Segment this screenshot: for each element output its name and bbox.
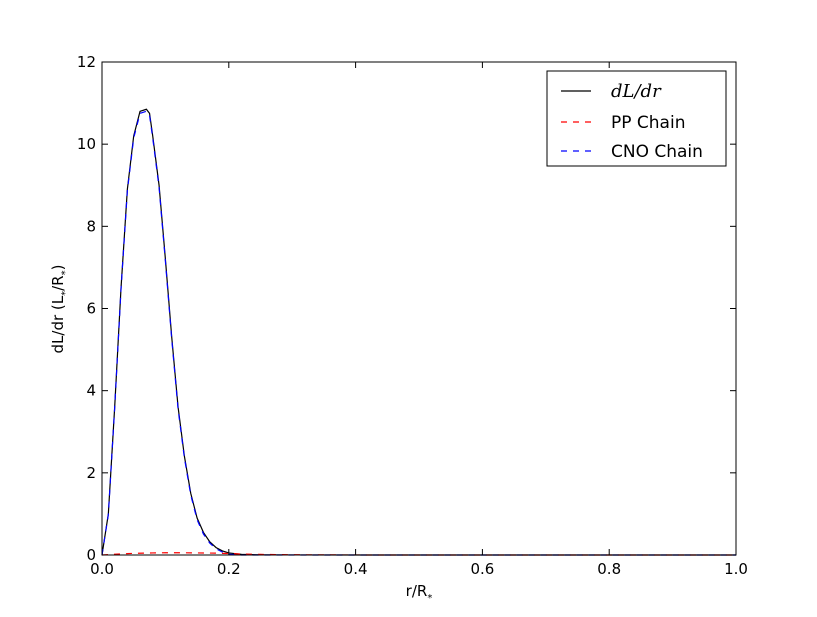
plot-frame — [101, 61, 737, 556]
legend-label-pp: PP Chain — [611, 113, 685, 133]
y-tick-label: 8 — [86, 217, 96, 235]
y-axis-label-sub2: * — [60, 270, 71, 275]
x-axis-label-main: r/R — [406, 582, 428, 600]
legend-label-dldr: dL/dr — [611, 81, 662, 102]
y-tick-label: 10 — [77, 135, 96, 153]
legend-frame — [546, 70, 727, 167]
y-axis-label-sub1: * — [60, 291, 71, 296]
y-axis-label-main: dL/dr (L — [49, 295, 67, 353]
x-axis-label-sub: * — [427, 593, 432, 604]
legend-label-cno: CNO Chain — [611, 142, 703, 162]
legend: dL/dr PP Chain CNO Chain — [546, 70, 727, 167]
y-tick-label: 0 — [86, 546, 96, 564]
x-tick-label: 0.0 — [90, 560, 114, 578]
ticks-layer: 0.0 0.2 0.4 0.6 0.8 1.0 0 2 4 6 8 10 12 — [77, 53, 748, 578]
x-tick-label: 0.2 — [217, 560, 241, 578]
y-tick-label: 12 — [77, 53, 96, 71]
x-tick-label: 0.4 — [344, 560, 368, 578]
series-cno-chain — [101, 110, 736, 556]
x-axis-label: r/R* — [406, 582, 433, 604]
y-tick-label: 4 — [86, 382, 96, 400]
y-axis-label-end: ) — [49, 265, 67, 271]
y-axis-label: dL/dr (L*/R*) — [49, 265, 71, 354]
x-tick-label: 1.0 — [724, 560, 748, 578]
x-tick-label: 0.8 — [597, 560, 621, 578]
x-tick-label: 0.6 — [470, 560, 494, 578]
y-axis-label-mid: /R — [49, 275, 67, 290]
y-tick-label: 6 — [86, 300, 96, 318]
y-tick-label: 2 — [86, 464, 96, 482]
